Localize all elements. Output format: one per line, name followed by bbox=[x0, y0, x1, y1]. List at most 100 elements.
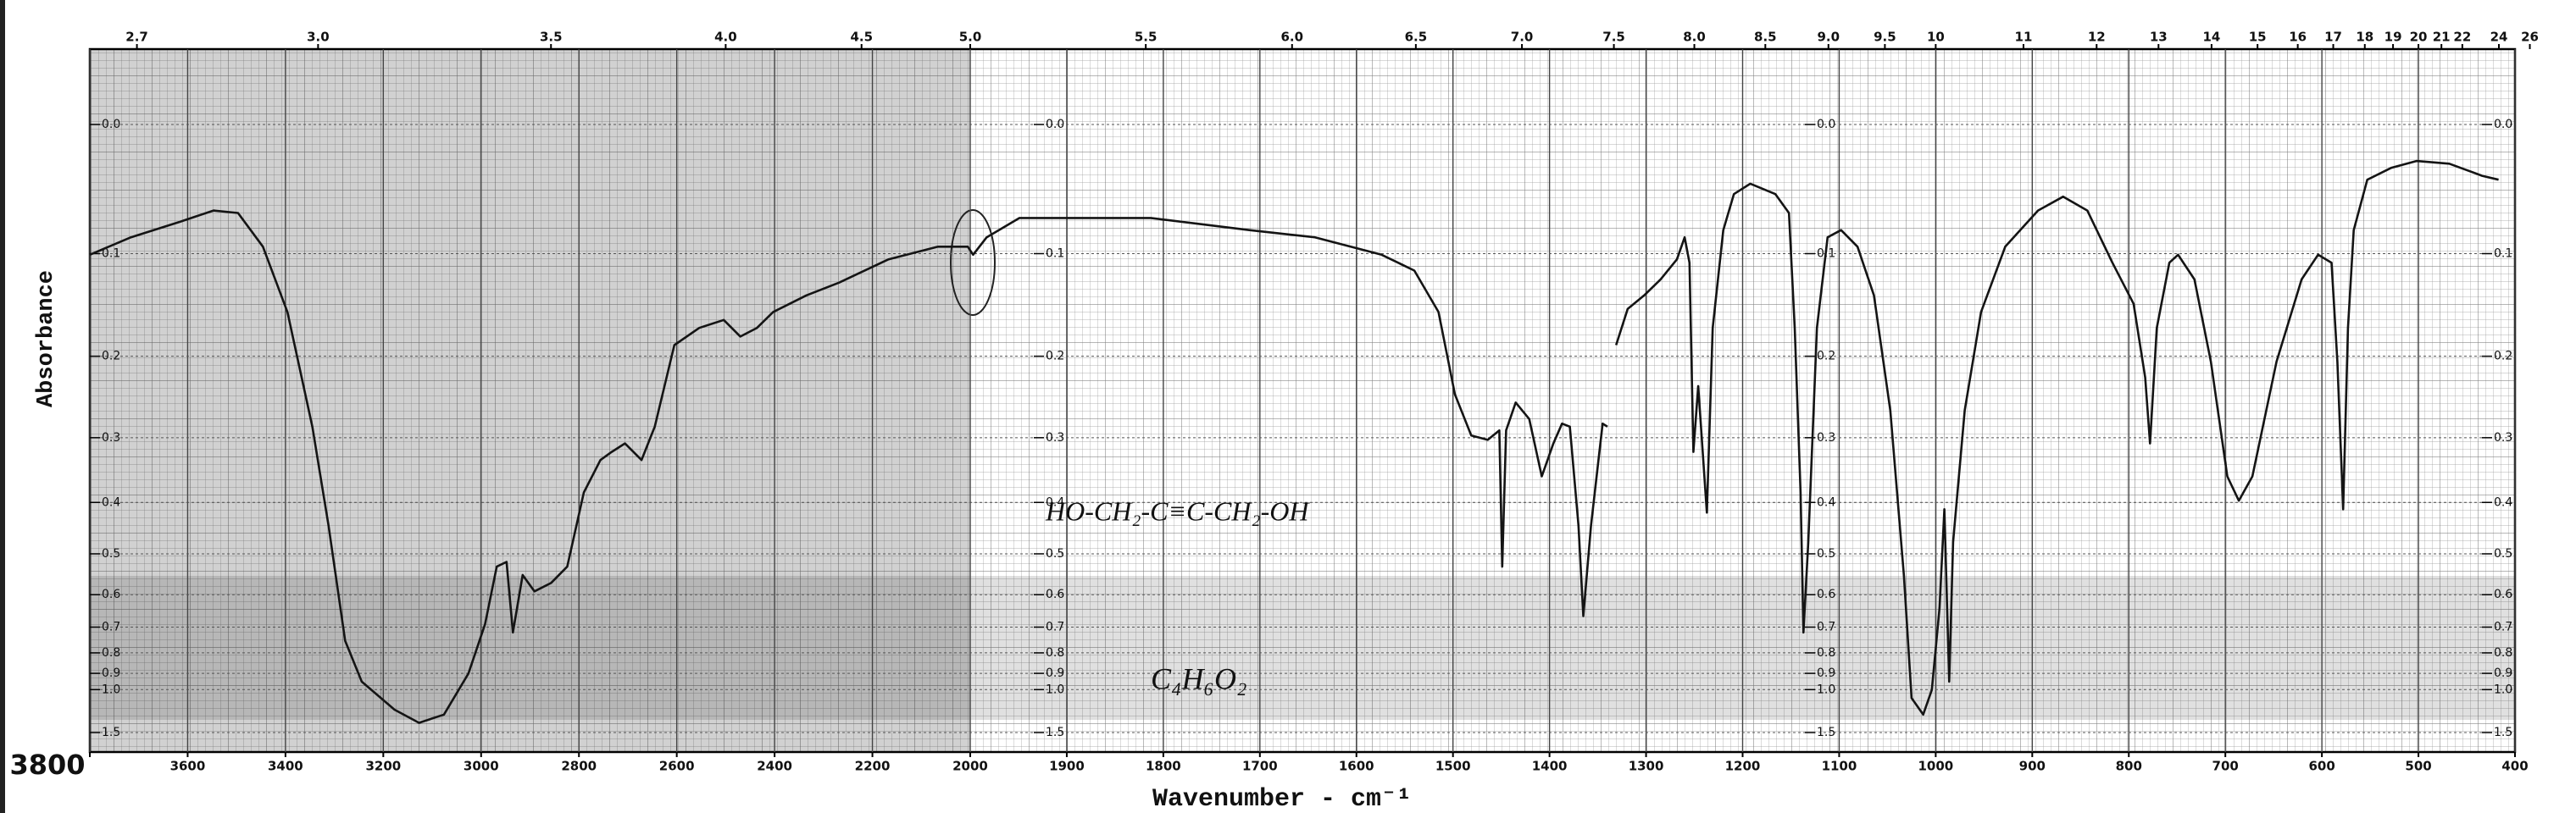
y-tick-label: 0.4 bbox=[1046, 495, 1064, 509]
y-tick-label: 0.6 bbox=[102, 588, 120, 601]
annotation: C₄H₆O₂ bbox=[1151, 661, 1247, 695]
y-tick-label: 0.8 bbox=[102, 646, 120, 660]
x2-tick-label: 15 bbox=[2249, 30, 2267, 45]
x-tick-label: 500 bbox=[2405, 759, 2431, 774]
x2-tick-label: 4.0 bbox=[714, 30, 737, 45]
x-tick-label: 2200 bbox=[855, 759, 891, 774]
x2-tick-label: 8.5 bbox=[1754, 30, 1777, 45]
axes: 3800 3600 3400 3200 3000 2800 2600 2400 2200 2000… bbox=[9, 30, 2538, 782]
x2-tick-label: 11 bbox=[2015, 30, 2033, 45]
y-tick-label: 0.1 bbox=[102, 246, 120, 260]
x2-tick-label: 5.5 bbox=[1135, 30, 1158, 45]
x-tick-label: 900 bbox=[2019, 759, 2046, 774]
y-tick-label: 1.0 bbox=[2494, 683, 2512, 696]
shaded-band bbox=[90, 576, 2515, 720]
x-tick-label: 3200 bbox=[365, 759, 401, 774]
x2-tick-label: 24 bbox=[2490, 30, 2508, 45]
x-tick-label: 3000 bbox=[464, 759, 499, 774]
x2-tick-label: 6.0 bbox=[1281, 30, 1304, 45]
y-tick-label: 0.1 bbox=[2494, 246, 2512, 260]
x-tick-label: 1100 bbox=[1822, 759, 1857, 774]
y-tick-label: 0.0 bbox=[1817, 118, 1835, 131]
y-tick-label: 0.4 bbox=[102, 495, 120, 509]
x-tick-label: 1900 bbox=[1049, 759, 1085, 774]
pen-mark bbox=[950, 209, 996, 316]
x2-tick-label: 9.5 bbox=[1874, 30, 1896, 45]
y-tick-label: 0.3 bbox=[102, 431, 120, 445]
y-tick-label: 0.5 bbox=[1046, 547, 1064, 561]
x-tick-label: 1400 bbox=[1532, 759, 1568, 774]
x2-tick-label: 9.0 bbox=[1817, 30, 1840, 45]
x2-tick-label: 18 bbox=[2356, 30, 2373, 45]
y-tick-label: 0.6 bbox=[2494, 588, 2512, 601]
y-tick-label: 0.1 bbox=[1046, 246, 1064, 260]
x-axis-title: Wavenumber - cm⁻¹ bbox=[1152, 785, 1412, 813]
x2-tick-label: 16 bbox=[2289, 30, 2307, 45]
y-tick-label: 0.7 bbox=[1046, 621, 1064, 634]
y-tick-label: 1.5 bbox=[2494, 726, 2512, 739]
major-grid bbox=[90, 49, 2515, 752]
x2-tick-label: 7.5 bbox=[1602, 30, 1625, 45]
x2-tick-label: 10 bbox=[1927, 30, 1945, 45]
y-tick-label: 0.7 bbox=[102, 621, 120, 634]
spectrum-line bbox=[89, 159, 2499, 724]
x-tick-label: 2000 bbox=[952, 759, 988, 774]
y-tick-label: 0.0 bbox=[1046, 118, 1064, 131]
y-tick-label: 1.0 bbox=[1046, 683, 1064, 696]
x-tick-label: 3400 bbox=[268, 759, 303, 774]
x2-tick-label: 20 bbox=[2410, 30, 2428, 45]
y-tick-label: 1.5 bbox=[102, 726, 120, 739]
y-tick-label: 0.6 bbox=[1817, 588, 1835, 601]
x2-tick-label: 13 bbox=[2150, 30, 2168, 45]
y-tick-label: 1.0 bbox=[102, 683, 120, 696]
y-tick-label: 0.2 bbox=[1046, 350, 1064, 363]
y-tick-label: 0.9 bbox=[1817, 666, 1835, 680]
y-tick-label: 0.8 bbox=[2494, 646, 2512, 660]
x-tick-label: 700 bbox=[2212, 759, 2239, 774]
x2-tick-label: 2.7 bbox=[125, 30, 148, 45]
x2-tick-label: 7.0 bbox=[1511, 30, 1534, 45]
y-tick-label: 0.4 bbox=[2494, 495, 2512, 509]
x-tick-label: 600 bbox=[2308, 759, 2334, 774]
x2-tick-label: 5.0 bbox=[959, 30, 982, 45]
x-tick-label: 1200 bbox=[1725, 759, 1761, 774]
y-tick-label: 0.5 bbox=[102, 547, 120, 561]
x2-tick-label: 3.0 bbox=[307, 30, 330, 45]
y-tick-label: 0.8 bbox=[1046, 646, 1064, 660]
y-tick-label: 0.0 bbox=[2494, 118, 2512, 131]
x2-tick-label: 17 bbox=[2324, 30, 2342, 45]
y-tick-label: 0.2 bbox=[102, 350, 120, 363]
x2-tick-label: 6.5 bbox=[1405, 30, 1428, 45]
y-tick-label: 0.9 bbox=[102, 666, 120, 680]
y-tick-label: 0.2 bbox=[2494, 350, 2512, 363]
x2-tick-label: 8.0 bbox=[1683, 30, 1706, 45]
x-tick-label: 1500 bbox=[1435, 759, 1471, 774]
x2-tick-label: 21 bbox=[2433, 30, 2451, 45]
x2-tick-label: 19 bbox=[2384, 30, 2402, 45]
y-tick-label: 1.5 bbox=[1046, 726, 1064, 739]
scan-edge bbox=[0, 0, 5, 813]
y-tick-label: 0.7 bbox=[2494, 621, 2512, 634]
x-tick-label: 1600 bbox=[1339, 759, 1374, 774]
x2-tick-label: 14 bbox=[2202, 30, 2220, 45]
y-tick-label: 0.2 bbox=[1817, 350, 1835, 363]
y-axis-title: Absorbance bbox=[34, 270, 59, 407]
x-tick-label: 3800 bbox=[9, 749, 85, 781]
x-tick-label: 400 bbox=[2501, 759, 2528, 774]
y-tick-label: 0.9 bbox=[1046, 666, 1064, 680]
y-tick-label: 0.8 bbox=[1817, 646, 1835, 660]
x-tick-label: 1700 bbox=[1242, 759, 1278, 774]
x-tick-label: 2800 bbox=[561, 759, 597, 774]
y-tick-label: 0.5 bbox=[1817, 547, 1835, 561]
x-tick-label: 2600 bbox=[659, 759, 695, 774]
x-tick-label: 1800 bbox=[1146, 759, 1181, 774]
x2-tick-label: 12 bbox=[2088, 30, 2106, 45]
y-tick-label: 0.4 bbox=[1817, 495, 1835, 509]
y-tick-label: 0.5 bbox=[2494, 547, 2512, 561]
y-tick-label: 0.0 bbox=[102, 118, 120, 131]
shaded-region bbox=[90, 49, 970, 752]
x2-tick-label: 22 bbox=[2453, 30, 2471, 45]
x2-tick-label: 4.5 bbox=[850, 30, 873, 45]
x2-tick-label: 26 bbox=[2521, 30, 2539, 45]
